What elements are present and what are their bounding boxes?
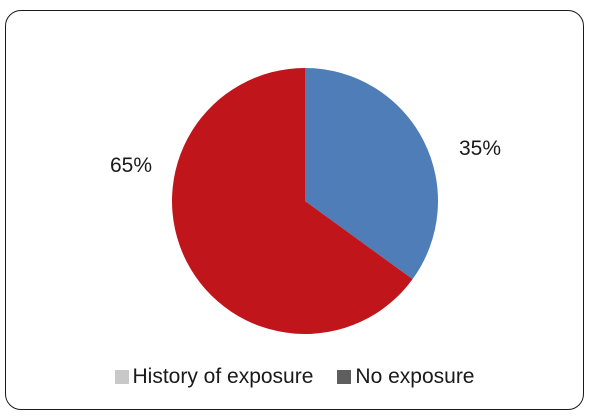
legend-item-history-of-exposure: History of exposure <box>114 365 314 388</box>
legend-swatch-history-of-exposure <box>114 369 129 384</box>
legend-label-history-of-exposure: History of exposure <box>132 365 314 388</box>
pie-slice-history-of-exposure <box>305 68 439 280</box>
pie-slices <box>172 68 439 334</box>
legend-item-no-exposure: No exposure <box>337 365 475 388</box>
pie-label-no-exposure: 65% <box>110 154 152 177</box>
legend-swatch-no-exposure <box>337 369 352 384</box>
pie-slice-no-exposure <box>172 68 413 334</box>
legend: History of exposure No exposure <box>0 366 589 387</box>
legend-label-no-exposure: No exposure <box>355 365 475 388</box>
pie-slice-labels: 35% 65% <box>110 137 501 177</box>
pie-label-history-of-exposure: 35% <box>459 137 501 160</box>
